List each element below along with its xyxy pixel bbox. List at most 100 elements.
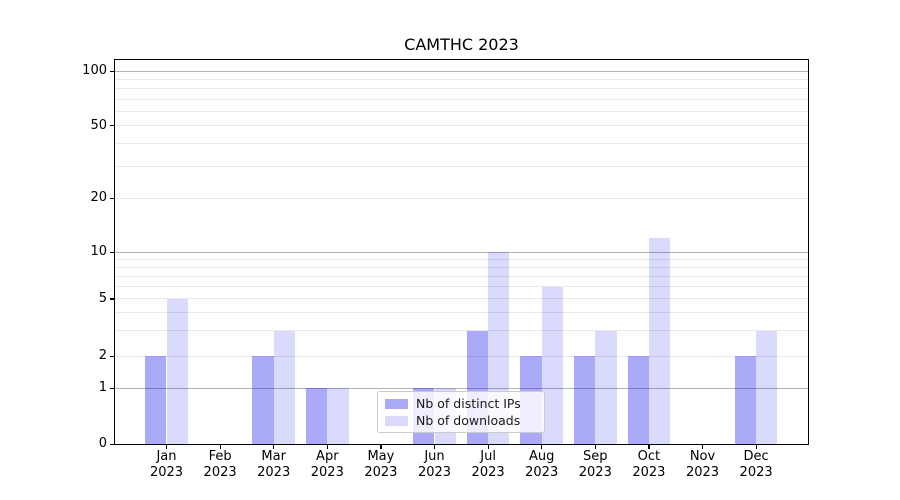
x-tick-mark-sep [594, 445, 596, 449]
bar-apr-downloads [327, 388, 349, 444]
x-tick-label-aug: Aug 2023 [514, 449, 570, 480]
x-tick-mark-jun [434, 445, 436, 449]
minor-gridline-90 [115, 78, 808, 80]
bar-aug-downloads [541, 286, 564, 444]
bar-mar-downloads [273, 330, 296, 444]
minor-gridline-80 [115, 88, 808, 90]
minor-gridline-3 [115, 330, 808, 332]
plot-area: Nb of distinct IPs Nb of downloads [114, 59, 809, 445]
minor-gridline-30 [115, 165, 808, 167]
x-tick-month-mar: Mar [261, 449, 286, 464]
legend-label-distinct-ips: Nb of distinct IPs [416, 395, 521, 411]
x-tick-mark-feb [219, 445, 221, 449]
x-tick-year-jul: 2023 [471, 464, 505, 480]
y-tick-mark-100 [110, 70, 114, 72]
x-tick-label-jan: Jan 2023 [139, 449, 195, 480]
x-tick-mark-oct [648, 445, 650, 449]
x-tick-year-oct: 2023 [632, 464, 666, 480]
y-tick-mark-5 [110, 298, 114, 300]
legend: Nb of distinct IPs Nb of downloads [377, 391, 545, 433]
chart-title: CAMTHC 2023 [404, 35, 519, 54]
x-tick-year-sep: 2023 [578, 464, 612, 480]
x-tick-mark-jul [487, 445, 489, 449]
x-tick-label-may: May 2023 [353, 449, 409, 480]
y-tick-label-20: 20 [90, 190, 107, 206]
y-tick-mark-1 [110, 387, 114, 389]
minor-gridline-70 [115, 98, 808, 100]
minor-gridline-8 [115, 266, 808, 268]
bar-dec-downloads [756, 330, 778, 444]
y-tick-label-50: 50 [90, 117, 107, 133]
bar-apr-distinct-ips [305, 388, 328, 444]
x-tick-label-jun: Jun 2023 [407, 449, 463, 480]
x-tick-year-aug: 2023 [525, 464, 559, 480]
major-gridline-100 [115, 70, 808, 72]
x-tick-label-sep: Sep 2023 [567, 449, 623, 480]
x-tick-month-dec: Dec [743, 449, 769, 464]
minor-gridline-6 [115, 286, 808, 288]
x-tick-label-apr: Apr 2023 [299, 449, 355, 480]
y-tick-mark-10 [110, 251, 114, 253]
x-tick-mark-apr [326, 445, 328, 449]
x-tick-mark-jan [166, 445, 168, 449]
y-tick-mark-0 [110, 443, 114, 445]
x-tick-month-apr: Apr [316, 449, 339, 464]
bar-jan-distinct-ips [145, 356, 167, 444]
x-tick-mark-nov [702, 445, 704, 449]
x-tick-month-jun: Jun [424, 449, 445, 464]
x-tick-month-may: May [367, 449, 395, 464]
minor-gridline-4 [115, 312, 808, 314]
bar-sep-downloads [595, 330, 617, 444]
x-tick-year-jan: 2023 [149, 464, 184, 480]
x-tick-month-feb: Feb [208, 449, 232, 464]
x-tick-month-aug: Aug [528, 449, 555, 464]
legend-item-downloads: Nb of downloads [385, 413, 537, 428]
y-tick-label-5: 5 [98, 290, 107, 306]
x-tick-label-dec: Dec 2023 [728, 449, 784, 480]
x-tick-year-feb: 2023 [203, 464, 237, 480]
major-gridline-1 [115, 387, 808, 389]
minor-gridline-50 [115, 125, 808, 127]
x-tick-month-oct: Oct [637, 449, 661, 464]
bar-sep-distinct-ips [573, 356, 596, 444]
minor-gridline-40 [115, 142, 808, 144]
x-tick-year-nov: 2023 [685, 464, 720, 480]
y-tick-label-100: 100 [82, 63, 107, 79]
bar-oct-downloads [648, 237, 671, 444]
x-tick-year-mar: 2023 [257, 464, 291, 480]
minor-gridline-60 [115, 110, 808, 112]
minor-gridline-9 [115, 258, 808, 260]
y-tick-mark-20 [110, 197, 114, 199]
minor-gridline-5 [115, 298, 808, 300]
bar-oct-distinct-ips [627, 356, 649, 444]
y-tick-mark-2 [110, 355, 114, 358]
minor-gridline-2 [115, 355, 808, 357]
y-tick-label-2: 2 [98, 348, 107, 364]
x-tick-month-jul: Jul [480, 449, 496, 464]
x-tick-label-jul: Jul 2023 [460, 449, 516, 480]
minor-gridline-7 [115, 275, 808, 277]
x-tick-label-feb: Feb 2023 [192, 449, 248, 480]
x-tick-year-dec: 2023 [739, 464, 773, 480]
x-tick-month-sep: Sep [583, 449, 608, 464]
bar-jan-downloads [166, 298, 188, 444]
x-tick-year-apr: 2023 [310, 464, 344, 480]
bar-mar-distinct-ips [252, 356, 274, 444]
x-tick-label-mar: Mar 2023 [246, 449, 302, 480]
y-tick-mark-50 [110, 125, 114, 127]
x-tick-year-may: 2023 [364, 464, 398, 480]
y-tick-label-1: 1 [98, 380, 107, 396]
x-tick-label-oct: Oct 2023 [621, 449, 677, 480]
bar-dec-distinct-ips [734, 356, 757, 444]
x-tick-mark-dec [755, 445, 757, 449]
legend-swatch-downloads [385, 415, 408, 426]
x-tick-month-nov: Nov [689, 449, 716, 464]
x-tick-label-nov: Nov 2023 [675, 449, 731, 480]
x-tick-month-jan: Jan [156, 449, 177, 464]
x-tick-mark-mar [273, 445, 275, 449]
y-tick-label-10: 10 [90, 244, 107, 259]
x-tick-year-jun: 2023 [417, 464, 452, 480]
major-gridline-10 [115, 251, 808, 253]
y-tick-label-0: 0 [98, 436, 107, 451]
